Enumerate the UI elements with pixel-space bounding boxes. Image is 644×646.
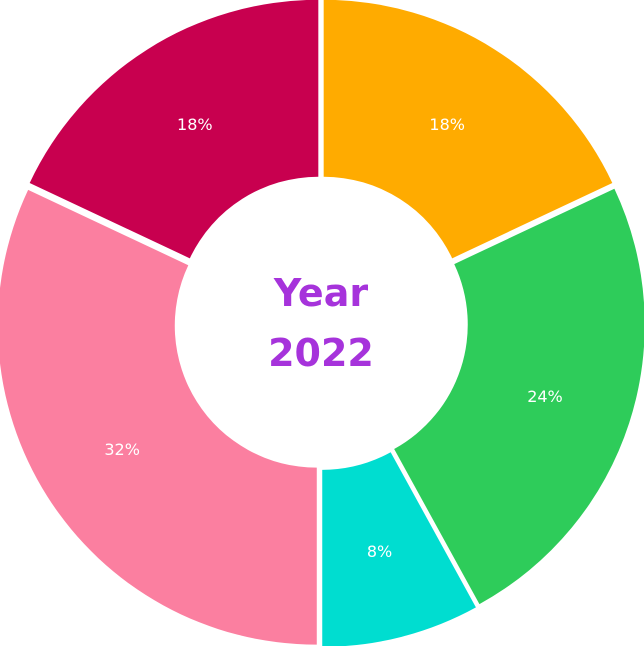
donut-slice-2 (394, 188, 644, 605)
slice-label-5: 18% (177, 115, 213, 134)
slice-labels: 18% 24% 8% 32% 18% (104, 115, 562, 561)
donut-slice-1 (323, 0, 613, 259)
center-label-line-1: Year (273, 271, 368, 315)
slice-label-3: 8% (367, 542, 392, 561)
donut-slice-3 (322, 452, 476, 646)
slice-label-1: 18% (429, 115, 465, 134)
donut-slice-5 (29, 0, 319, 259)
slice-label-2: 24% (527, 387, 563, 406)
center-label-line-2: 2022 (268, 331, 374, 375)
donut-slice-4 (0, 189, 317, 645)
slice-label-4: 32% (104, 440, 140, 459)
